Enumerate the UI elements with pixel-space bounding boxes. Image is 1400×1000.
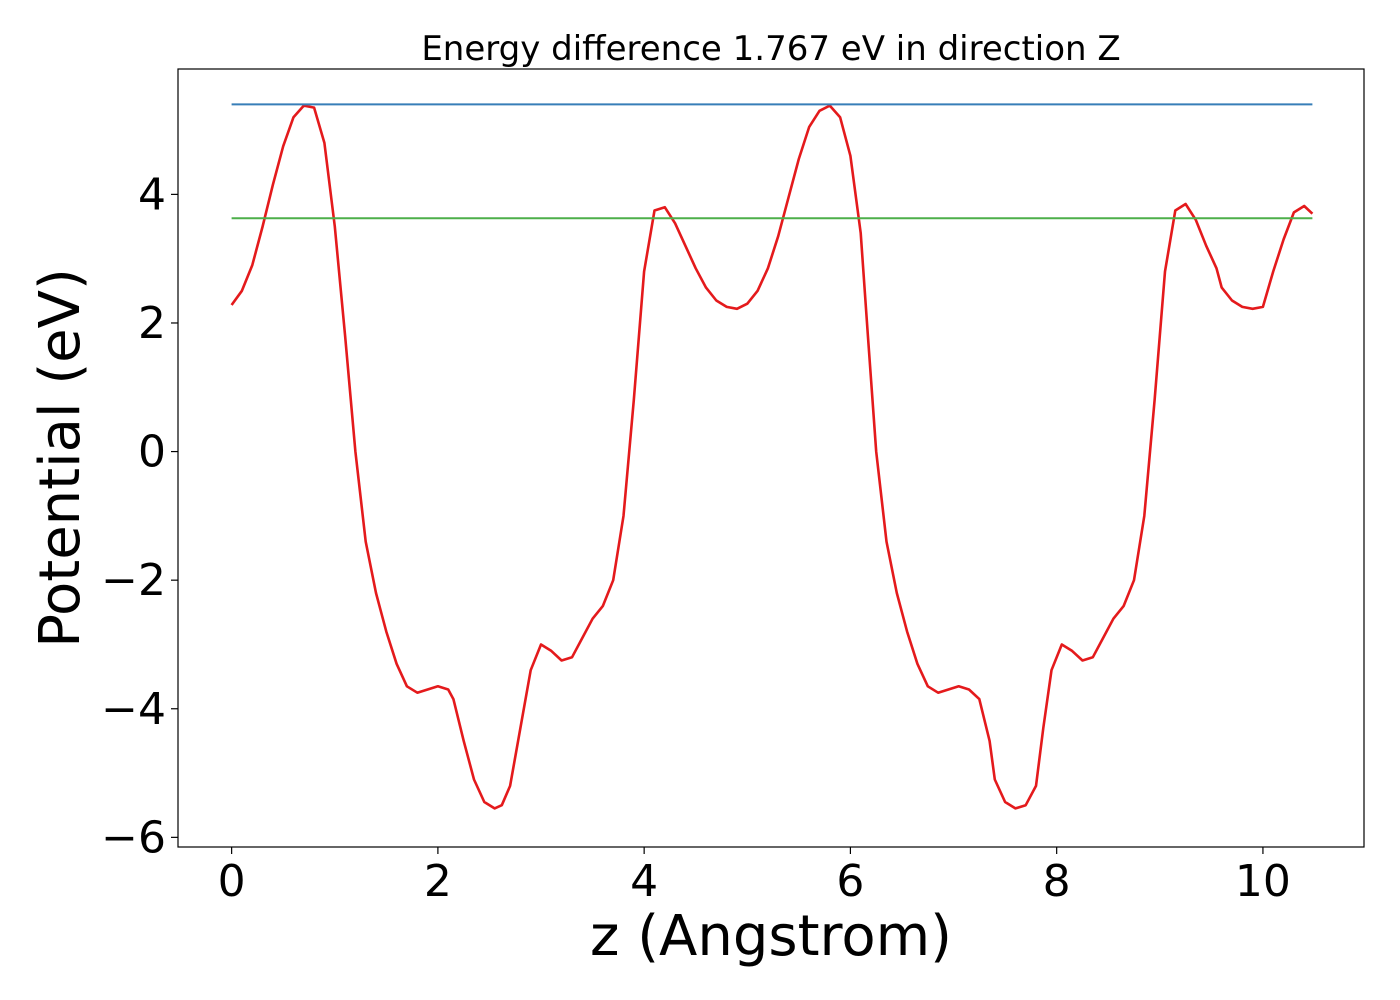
y-axis-ticks: −6 −4 −2 0 2 4 — [101, 169, 178, 863]
x-axis-label: z (Angstrom) — [590, 904, 952, 969]
series-layer — [230, 103, 1314, 810]
x-tick-label: 8 — [1043, 856, 1071, 907]
x-tick-label: 4 — [630, 856, 658, 907]
chart-title: Energy difference 1.767 eV in direction … — [421, 29, 1120, 69]
y-axis-label: Potential (eV) — [28, 268, 93, 648]
plot-area — [177, 68, 1365, 848]
x-tick-label: 2 — [424, 856, 452, 907]
potential-curve — [230, 104, 1314, 810]
y-tick-label: −6 — [101, 812, 166, 863]
y-tick-label: 2 — [138, 298, 166, 349]
y-tick-label: 0 — [138, 427, 166, 478]
x-tick-label: 0 — [218, 856, 246, 907]
x-tick-label: 6 — [836, 856, 864, 907]
y-tick-label: 4 — [138, 169, 166, 220]
x-tick-label: 10 — [1235, 856, 1291, 907]
y-tick-label: −4 — [101, 684, 166, 735]
y-tick-label: −2 — [101, 555, 166, 606]
x-axis-ticks: 0 2 4 6 8 10 — [218, 847, 1291, 907]
